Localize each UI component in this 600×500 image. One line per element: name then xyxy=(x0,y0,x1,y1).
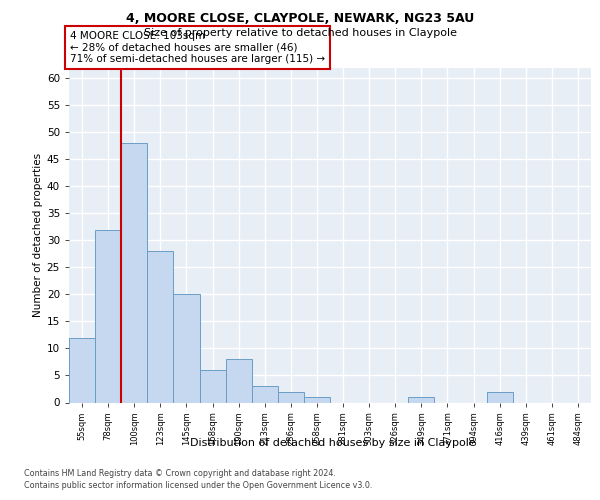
Bar xyxy=(278,392,304,402)
Bar xyxy=(148,251,173,402)
Text: Contains HM Land Registry data © Crown copyright and database right 2024.: Contains HM Land Registry data © Crown c… xyxy=(24,470,336,478)
Text: 4, MOORE CLOSE, CLAYPOLE, NEWARK, NG23 5AU: 4, MOORE CLOSE, CLAYPOLE, NEWARK, NG23 5… xyxy=(126,12,474,26)
Text: Distribution of detached houses by size in Claypole: Distribution of detached houses by size … xyxy=(190,438,476,448)
Bar xyxy=(409,397,434,402)
Bar xyxy=(121,143,148,403)
Bar xyxy=(95,230,121,402)
Bar xyxy=(304,397,330,402)
Bar xyxy=(252,386,278,402)
Text: 4 MOORE CLOSE: 103sqm
← 28% of detached houses are smaller (46)
71% of semi-deta: 4 MOORE CLOSE: 103sqm ← 28% of detached … xyxy=(70,31,325,64)
Bar xyxy=(173,294,199,403)
Bar xyxy=(69,338,95,402)
Bar xyxy=(226,360,252,403)
Text: Contains public sector information licensed under the Open Government Licence v3: Contains public sector information licen… xyxy=(24,482,373,490)
Bar xyxy=(487,392,513,402)
Y-axis label: Number of detached properties: Number of detached properties xyxy=(32,153,43,317)
Bar xyxy=(199,370,226,402)
Text: Size of property relative to detached houses in Claypole: Size of property relative to detached ho… xyxy=(143,28,457,38)
